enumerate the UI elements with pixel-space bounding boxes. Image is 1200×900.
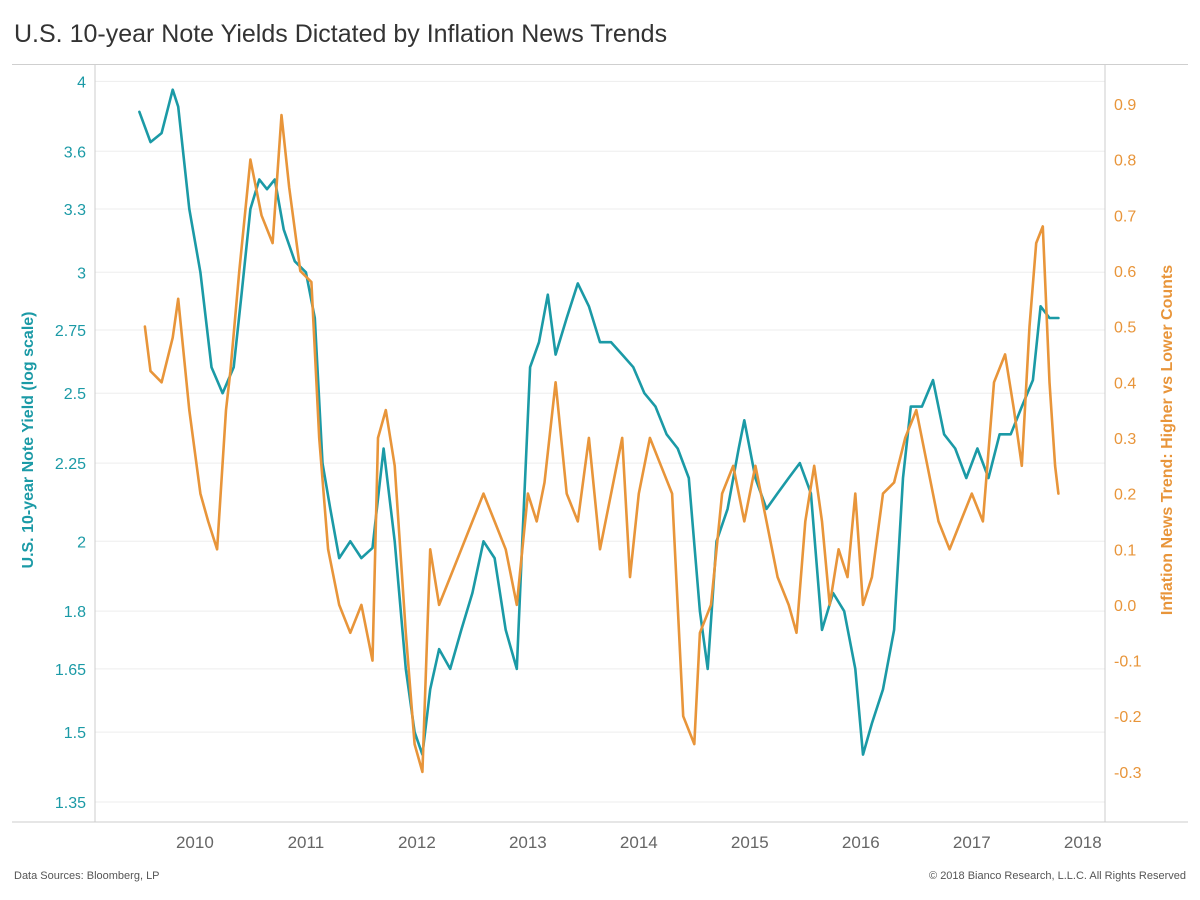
right-tick-label: -0.1 (1114, 654, 1142, 671)
right-tick-label: 0.9 (1114, 97, 1136, 114)
x-tick-label: 2016 (842, 833, 880, 852)
x-tick-label: 2014 (620, 833, 658, 852)
left-tick-label: 2.5 (64, 386, 86, 403)
left-tick-label: 1.35 (55, 795, 86, 812)
footer-source: Data Sources: Bloomberg, LP (14, 870, 160, 882)
x-tick-label: 2013 (509, 833, 547, 852)
x-tick-label: 2015 (731, 833, 769, 852)
left-tick-label: 2 (77, 534, 86, 551)
right-tick-label: 0.0 (1114, 598, 1136, 615)
left-tick-label: 1.65 (55, 662, 86, 679)
left-tick-label: 3.6 (64, 144, 86, 161)
left-tick-label: 3.3 (64, 202, 86, 219)
left-tick-label: 4 (77, 74, 86, 91)
left-tick-label: 1.5 (64, 725, 86, 742)
left-tick-label: 2.25 (55, 456, 86, 473)
left-tick-label: 2.75 (55, 323, 86, 340)
left-axis-title: U.S. 10-year Note Yield (log scale) (20, 312, 37, 569)
inflation-news-series-line (143, 113, 1060, 774)
title-divider (12, 64, 1188, 65)
left-tick-label: 1.8 (64, 604, 86, 621)
x-tick-label: 2010 (176, 833, 214, 852)
series-layer (138, 88, 1060, 774)
yield-series-line (138, 88, 1060, 756)
right-tick-label: 0.3 (1114, 431, 1136, 448)
right-tick-label: -0.3 (1114, 765, 1142, 782)
right-tick-label: 0.5 (1114, 320, 1136, 337)
right-tick-label: 0.8 (1114, 153, 1136, 170)
right-tick-label: 0.6 (1114, 264, 1136, 281)
chart-title: U.S. 10-year Note Yields Dictated by Inf… (14, 20, 668, 48)
axes (12, 65, 1188, 823)
x-tick-label: 2018 (1064, 833, 1102, 852)
right-axis-title: Inflation News Trend: Higher vs Lower Co… (1159, 265, 1176, 615)
left-axis-ticks: 4 3.6 3.3 3 2.75 2.5 2.25 2 1.8 1.65 1.5 1.35 (55, 74, 86, 812)
footer-copyright: © 2018 Bianco Research, L.L.C. All Right… (929, 870, 1186, 882)
right-tick-label: 0.7 (1114, 208, 1136, 225)
left-tick-label: 3 (77, 265, 86, 282)
x-tick-label: 2012 (398, 833, 436, 852)
right-tick-label: 0.2 (1114, 487, 1136, 504)
x-tick-label: 2011 (288, 833, 325, 852)
right-tick-label: 0.4 (1114, 375, 1136, 392)
x-tick-label: 2017 (953, 833, 991, 852)
x-axis-ticks: 2010 2011 2012 2013 2014 2015 2016 2017 2018 (176, 833, 1102, 852)
right-tick-label: -0.2 (1114, 709, 1142, 726)
right-axis-ticks: 0.9 0.8 0.7 0.6 0.5 0.4 0.3 0.2 0.1 0.0 -0.1 -0.2 -0… (1114, 97, 1142, 782)
right-tick-label: 0.1 (1114, 542, 1136, 559)
gridlines (95, 80, 1105, 803)
